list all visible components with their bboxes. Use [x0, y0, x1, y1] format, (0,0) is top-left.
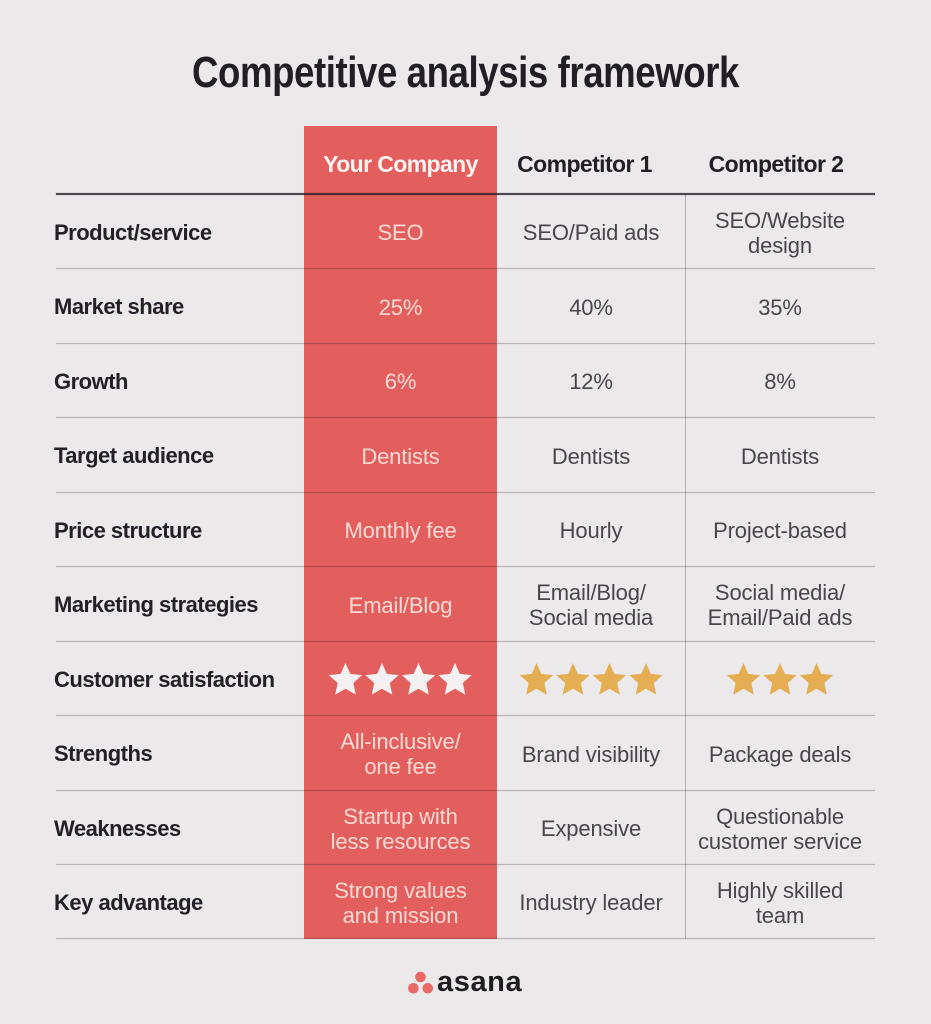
svg-text:asana: asana	[437, 966, 522, 998]
